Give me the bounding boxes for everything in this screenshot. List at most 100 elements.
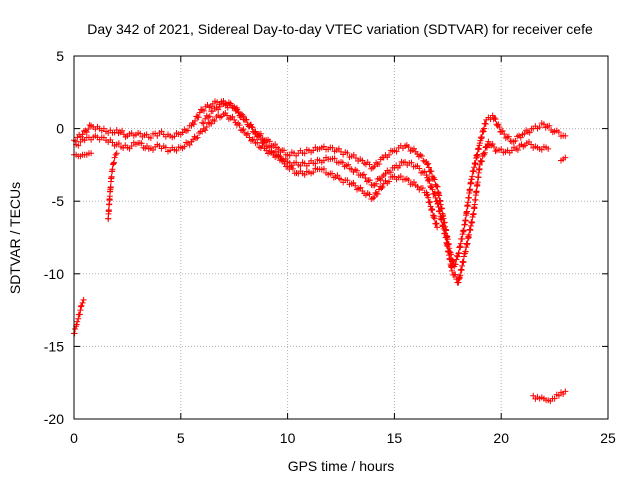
data-point	[402, 158, 409, 165]
data-point	[483, 143, 490, 150]
data-point	[246, 134, 253, 141]
data-point	[478, 158, 485, 165]
data-point	[562, 388, 569, 395]
data-point	[469, 219, 476, 226]
data-point	[280, 156, 287, 163]
axis-ticks: 0 5 10 15 20 25 5 0 -5 -10 -15 -20	[44, 48, 616, 446]
data-point	[251, 129, 258, 136]
data-point	[310, 147, 317, 154]
data-point	[211, 117, 218, 124]
y-tick-label: 0	[56, 121, 64, 137]
data-point	[260, 138, 267, 145]
data-point	[109, 166, 116, 173]
data-point	[216, 103, 223, 110]
data-point	[105, 207, 112, 214]
data-point	[360, 171, 367, 178]
data-point	[275, 153, 282, 160]
data-point	[454, 253, 461, 260]
data-point	[428, 168, 435, 175]
data-point	[256, 132, 263, 139]
data-point	[202, 127, 209, 134]
x-tick-label: 0	[70, 430, 78, 446]
data-point	[199, 128, 206, 135]
data-point	[203, 124, 210, 131]
data-point	[80, 296, 87, 303]
data-point	[452, 271, 459, 278]
data-point	[482, 121, 489, 128]
data-point	[562, 154, 569, 161]
data-point	[366, 191, 373, 198]
series-track-A	[71, 98, 569, 270]
data-point	[546, 122, 553, 129]
data-point	[443, 234, 450, 241]
data-point	[371, 182, 378, 189]
y-axis-label: SDTVAR / TECUs	[7, 182, 23, 294]
data-point	[344, 149, 351, 156]
data-point	[478, 134, 485, 141]
data-point	[517, 134, 524, 141]
data-point	[452, 261, 459, 268]
data-point	[476, 140, 483, 147]
data-point	[354, 167, 361, 174]
data-point	[173, 147, 180, 154]
data-point	[436, 192, 443, 199]
data-point	[335, 145, 342, 152]
data-point	[408, 159, 415, 166]
data-point	[463, 208, 470, 215]
data-point	[424, 191, 431, 198]
data-point	[449, 267, 456, 274]
data-point	[110, 160, 117, 167]
data-point	[255, 133, 262, 140]
x-axis-label: GPS time / hours	[288, 458, 395, 474]
data-point	[376, 160, 383, 167]
data-point	[266, 138, 273, 145]
data-point	[184, 127, 191, 134]
data-point	[320, 157, 327, 164]
data-point	[266, 144, 273, 151]
data-point	[538, 146, 545, 153]
data-point	[244, 130, 251, 137]
data-point	[540, 121, 547, 128]
data-point	[473, 188, 480, 195]
x-tick-label: 25	[600, 430, 616, 446]
data-point	[88, 150, 95, 157]
data-point	[521, 130, 528, 137]
data-point	[496, 124, 503, 131]
data-point	[179, 129, 186, 136]
data-point	[410, 179, 417, 186]
data-point	[111, 154, 118, 161]
data-point	[272, 141, 279, 148]
x-tick-label: 10	[280, 430, 296, 446]
data-point	[320, 165, 327, 172]
data-point	[396, 162, 403, 169]
data-point	[453, 256, 460, 263]
data-point	[76, 311, 83, 318]
data-point	[416, 165, 423, 172]
data-point	[78, 302, 85, 309]
data-point	[128, 143, 135, 150]
data-point	[481, 149, 488, 156]
data-point	[261, 139, 268, 146]
data-point	[85, 126, 92, 133]
data-point	[72, 325, 79, 332]
data-point	[111, 159, 118, 166]
data-point	[286, 152, 293, 159]
data-point	[75, 315, 82, 322]
data-point	[374, 190, 381, 197]
data-point	[281, 147, 288, 154]
data-point	[426, 177, 433, 184]
data-point	[425, 194, 432, 201]
data-point	[386, 178, 393, 185]
data-point	[526, 129, 533, 136]
data-point	[434, 183, 441, 190]
data-point	[137, 130, 144, 137]
data-point	[192, 117, 199, 124]
data-point	[71, 330, 78, 337]
data-point	[205, 119, 212, 126]
data-point	[363, 178, 370, 185]
data-point	[502, 135, 509, 142]
series-track-C	[199, 99, 441, 231]
data-point	[492, 148, 499, 155]
y-tick-label: 5	[56, 48, 64, 64]
data-point	[491, 114, 498, 121]
